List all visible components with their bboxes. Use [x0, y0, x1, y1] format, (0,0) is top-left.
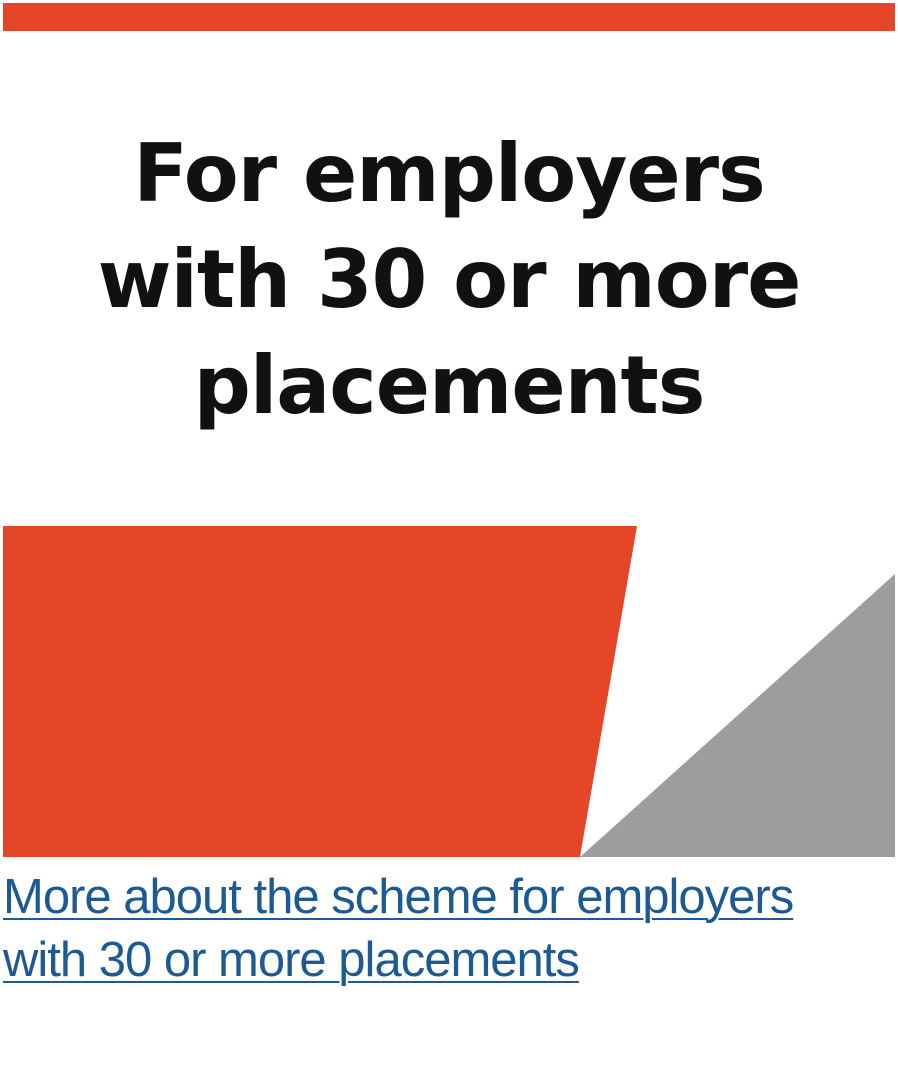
more-about-scheme-link-line-2: with 30 or more placements	[3, 933, 580, 987]
card-heading-line-1: For employers	[133, 127, 765, 220]
grey-triangle-shape	[580, 574, 895, 857]
card-heading-line-3: placements	[193, 339, 706, 432]
card-heading: For employers with 30 or more placements	[3, 121, 895, 439]
decorative-shapes-graphic	[3, 526, 895, 857]
more-about-scheme-link-line-1: More about the scheme for employers	[3, 870, 794, 924]
red-trapezoid-shape	[3, 526, 637, 857]
more-about-scheme-link[interactable]: More about the scheme for employers with…	[3, 866, 895, 992]
card-heading-line-2: with 30 or more	[97, 233, 802, 326]
promo-card[interactable]: For employers with 30 or more placements	[3, 3, 895, 857]
accent-top-bar	[3, 3, 895, 31]
